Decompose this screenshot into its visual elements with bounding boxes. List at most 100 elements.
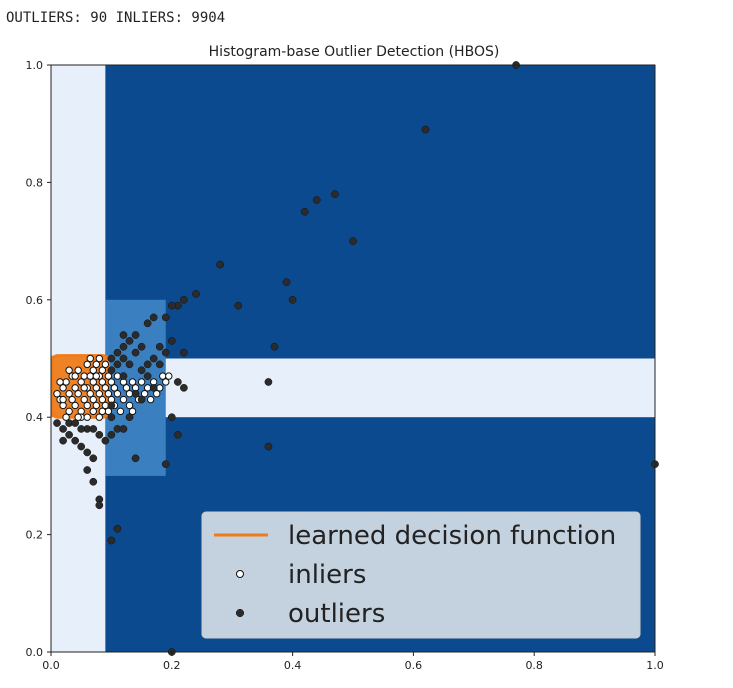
outlier-point (421, 125, 430, 134)
outlier-point (149, 313, 158, 322)
legend-box (201, 511, 641, 639)
outlier-point (113, 360, 122, 369)
outlier-point (53, 419, 61, 427)
outlier-point (180, 295, 188, 304)
inlier-point (122, 384, 131, 392)
outlier-point (95, 430, 104, 439)
outlier-point (155, 342, 164, 351)
y-axis: 0.0 0.2 0.4 0.6 0.8 1.0 (26, 59, 51, 659)
x-tick-label: 0.8 (525, 659, 543, 672)
outlier-point (131, 348, 140, 357)
outlier-point (216, 260, 224, 269)
inlier-point (113, 390, 122, 398)
legend-label: outliers (288, 599, 385, 629)
y-tick-label: 0.2 (26, 529, 44, 542)
inlier-point (116, 407, 125, 416)
inlier-point (101, 360, 110, 369)
outlier-point (155, 360, 164, 369)
inlier-point (65, 366, 73, 374)
inlier-point (89, 395, 97, 404)
inlier-point (83, 360, 91, 369)
inlier-point (104, 372, 113, 380)
inlier-point (80, 395, 88, 404)
inlier-point (74, 366, 82, 374)
x-tick-label: 0.2 (163, 659, 181, 672)
outlier-point (161, 348, 170, 357)
inlier-point (92, 372, 101, 380)
outlier-point (125, 360, 134, 369)
outlier-point (125, 413, 134, 422)
x-tick-label: 0.6 (405, 659, 423, 672)
legend-label: learned decision function (288, 521, 616, 551)
outlier-point (167, 301, 176, 310)
outlier-point (83, 448, 92, 457)
outlier-point (161, 313, 170, 322)
inlier-point (68, 395, 76, 404)
outlier-point (71, 436, 80, 445)
outlier-point (264, 378, 273, 386)
x-tick-label: 0.0 (42, 659, 60, 672)
outlier-point (119, 342, 128, 351)
inlier-point (125, 401, 134, 410)
outlier-point (119, 354, 128, 363)
chart-title: Histogram-base Outlier Detection (HBOS) (209, 44, 500, 60)
outlier-point (131, 454, 140, 463)
outlier-point (270, 342, 279, 351)
outlier-point (143, 360, 152, 369)
inlier-point (128, 378, 137, 386)
outlier-point (312, 196, 321, 204)
outlier-point (180, 348, 188, 357)
y-tick-label: 1.0 (26, 59, 44, 72)
outlier-point (89, 425, 98, 433)
outlier-point (107, 366, 116, 375)
inlier-point (162, 378, 170, 386)
inlier-point (95, 354, 104, 363)
inlier-point (74, 413, 82, 421)
outlier-point (234, 301, 243, 310)
inlier-point (128, 407, 137, 416)
outlier-point (282, 278, 291, 287)
legend-outlier-swatch (235, 608, 245, 618)
inlier-point (86, 390, 94, 398)
outlier-point (77, 425, 86, 433)
inlier-point (80, 372, 88, 380)
x-tick-label: 0.4 (284, 659, 302, 672)
inlier-point (83, 413, 91, 421)
inlier-point (137, 378, 146, 386)
inlier-point (104, 390, 113, 398)
outlier-point (113, 524, 122, 533)
outlier-point (107, 536, 116, 545)
legend-label: inliers (288, 560, 366, 590)
inlier-point (86, 372, 94, 380)
inlier-point (165, 372, 173, 380)
outlier-point (300, 207, 309, 216)
outlier-point (101, 436, 110, 445)
inlier-point (95, 390, 104, 398)
outlier-point (59, 436, 67, 445)
inlier-point (56, 378, 64, 386)
inlier-point (71, 401, 79, 410)
inlier-point (95, 413, 104, 421)
inlier-point (146, 395, 155, 404)
outlier-point (161, 460, 170, 469)
outlier-point (167, 337, 176, 345)
inlier-point (89, 378, 97, 386)
outlier-point (143, 372, 152, 380)
inlier-point (53, 390, 61, 398)
outlier-point (119, 425, 128, 433)
legend: learned decision function inliers outliers (201, 511, 641, 639)
outlier-point (180, 384, 188, 392)
inlier-point (71, 384, 79, 392)
outlier-point (65, 430, 73, 439)
outlier-point (77, 442, 86, 451)
inlier-point (62, 378, 70, 386)
outlier-point (83, 466, 92, 474)
inlier-point (98, 407, 107, 416)
outlier-point (95, 501, 104, 510)
x-tick-label: 1.0 (646, 659, 664, 672)
inlier-point (89, 407, 97, 416)
outlier-point (137, 342, 146, 351)
outlier-point (192, 290, 200, 298)
outlier-point (167, 413, 176, 422)
x-axis: 0.0 0.2 0.4 0.6 0.8 1.0 (42, 652, 664, 672)
